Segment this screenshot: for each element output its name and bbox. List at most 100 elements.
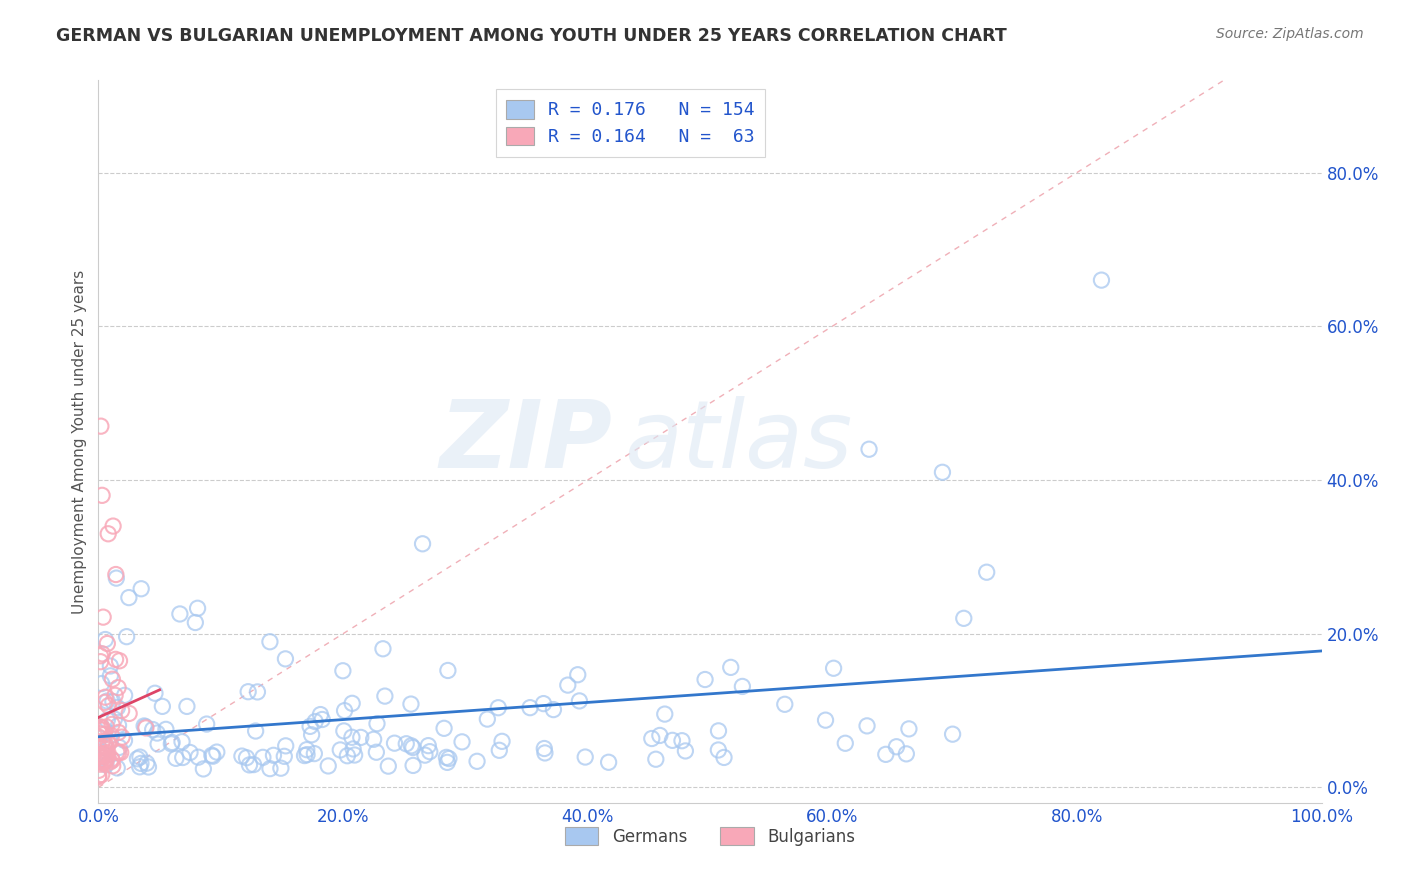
Point bbox=[707, 743, 730, 757]
Point bbox=[654, 707, 676, 722]
Point bbox=[343, 747, 366, 762]
Point bbox=[129, 582, 152, 596]
Point bbox=[477, 712, 499, 726]
Point bbox=[673, 744, 696, 758]
Point bbox=[142, 723, 165, 737]
Point bbox=[371, 641, 394, 656]
Point bbox=[87, 749, 110, 764]
Point bbox=[98, 755, 121, 769]
Point bbox=[437, 751, 460, 765]
Point bbox=[91, 647, 114, 661]
Point bbox=[160, 737, 183, 751]
Point bbox=[187, 750, 209, 764]
Point bbox=[533, 741, 555, 756]
Point bbox=[294, 748, 316, 763]
Point bbox=[274, 652, 297, 666]
Point bbox=[103, 712, 125, 726]
Point bbox=[114, 689, 136, 703]
Point bbox=[299, 719, 322, 733]
Point bbox=[707, 723, 730, 738]
Point bbox=[91, 610, 114, 624]
Point bbox=[205, 745, 228, 759]
Point bbox=[91, 723, 114, 737]
Point bbox=[395, 737, 418, 751]
Point bbox=[693, 673, 716, 687]
Point bbox=[107, 746, 129, 760]
Point bbox=[952, 611, 974, 625]
Point bbox=[377, 759, 399, 773]
Point bbox=[87, 764, 110, 778]
Point bbox=[89, 723, 111, 737]
Point bbox=[96, 747, 118, 762]
Point bbox=[94, 632, 117, 647]
Point bbox=[127, 752, 149, 766]
Point bbox=[179, 746, 201, 760]
Point bbox=[107, 681, 129, 695]
Point bbox=[91, 488, 114, 502]
Point bbox=[128, 760, 150, 774]
Point bbox=[661, 733, 683, 747]
Point bbox=[101, 753, 124, 767]
Point bbox=[773, 698, 796, 712]
Point bbox=[118, 706, 141, 721]
Point bbox=[94, 758, 117, 772]
Point bbox=[1090, 273, 1112, 287]
Point bbox=[96, 636, 118, 650]
Point bbox=[897, 722, 920, 736]
Point bbox=[114, 733, 136, 747]
Point bbox=[97, 737, 120, 751]
Point bbox=[94, 738, 117, 752]
Point bbox=[295, 747, 318, 762]
Point bbox=[169, 607, 191, 621]
Point bbox=[115, 630, 138, 644]
Point bbox=[201, 748, 224, 763]
Point bbox=[366, 716, 388, 731]
Point bbox=[568, 694, 591, 708]
Point bbox=[340, 696, 363, 710]
Point bbox=[96, 713, 118, 727]
Point bbox=[720, 660, 742, 674]
Point bbox=[98, 669, 121, 683]
Point bbox=[91, 720, 114, 734]
Point bbox=[976, 565, 998, 579]
Point bbox=[170, 735, 193, 749]
Point bbox=[340, 731, 363, 745]
Point bbox=[366, 745, 388, 759]
Point bbox=[242, 757, 264, 772]
Point bbox=[437, 664, 460, 678]
Point bbox=[90, 655, 112, 669]
Point bbox=[101, 672, 124, 686]
Y-axis label: Unemployment Among Youth under 25 years: Unemployment Among Youth under 25 years bbox=[72, 269, 87, 614]
Point bbox=[160, 735, 183, 749]
Point bbox=[402, 758, 425, 772]
Point bbox=[105, 745, 128, 759]
Text: atlas: atlas bbox=[624, 396, 852, 487]
Point bbox=[486, 700, 509, 714]
Point bbox=[856, 719, 879, 733]
Point bbox=[94, 690, 117, 705]
Point bbox=[101, 717, 124, 731]
Point bbox=[942, 727, 965, 741]
Point bbox=[89, 720, 111, 734]
Point bbox=[98, 734, 121, 748]
Point bbox=[104, 689, 127, 703]
Point bbox=[129, 750, 152, 764]
Point bbox=[89, 726, 111, 740]
Point bbox=[91, 747, 114, 761]
Point bbox=[94, 754, 117, 768]
Point bbox=[713, 750, 735, 764]
Point bbox=[304, 714, 326, 729]
Point bbox=[235, 750, 257, 764]
Point bbox=[107, 718, 129, 732]
Point bbox=[87, 730, 110, 744]
Point bbox=[567, 667, 589, 681]
Point bbox=[333, 704, 356, 718]
Text: ZIP: ZIP bbox=[439, 395, 612, 488]
Point bbox=[105, 700, 128, 714]
Point bbox=[184, 615, 207, 630]
Point bbox=[108, 654, 131, 668]
Point bbox=[252, 750, 274, 764]
Point bbox=[90, 767, 112, 781]
Legend: Germans, Bulgarians: Germans, Bulgarians bbox=[558, 821, 862, 852]
Point bbox=[598, 756, 620, 770]
